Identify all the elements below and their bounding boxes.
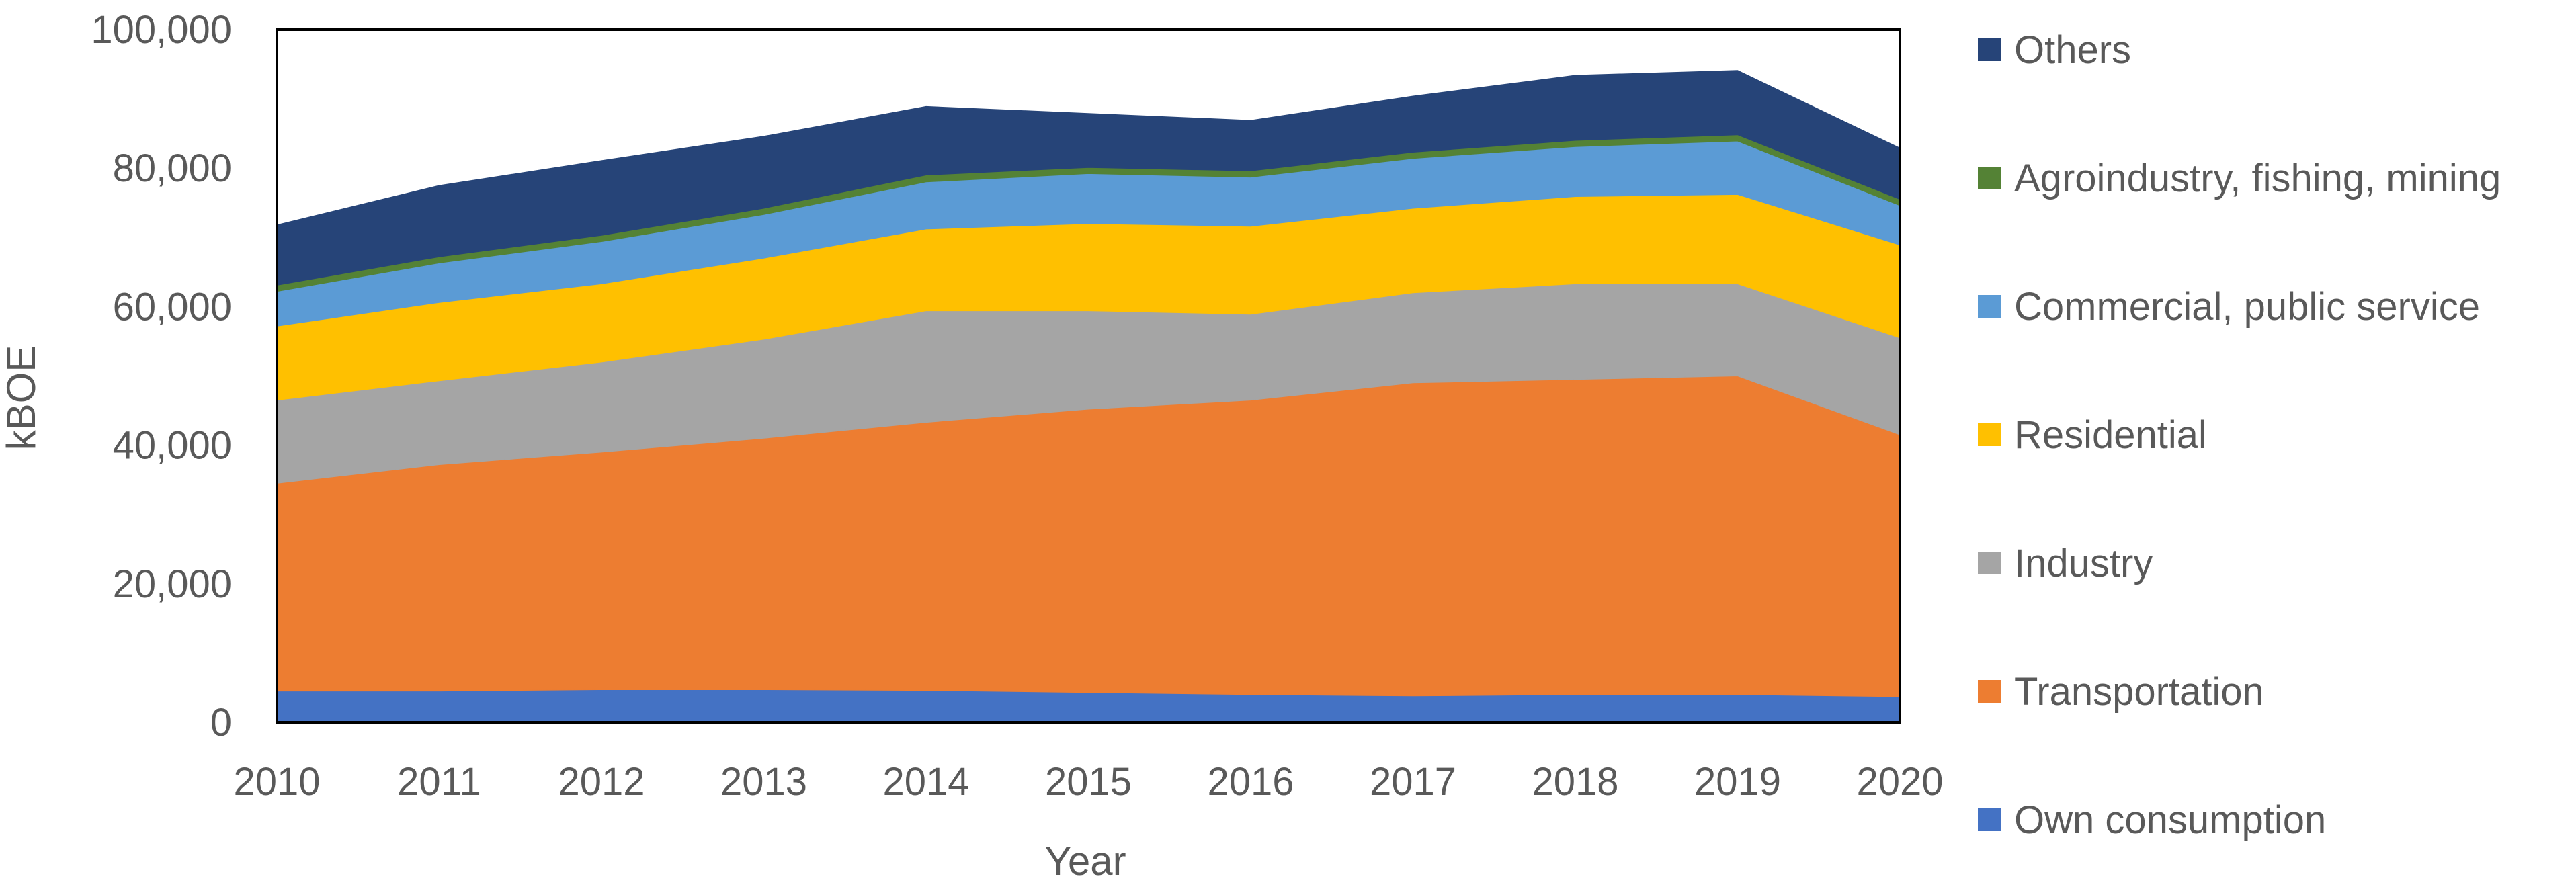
plot-area-border bbox=[276, 28, 1901, 724]
x-axis-ticks: 2010 2011 2012 2013 2014 2015 2016 2017 2018 2019… bbox=[233, 760, 1943, 804]
y-tick-label: 20,000 bbox=[113, 562, 232, 606]
legend-swatch bbox=[1978, 38, 2001, 61]
y-tick-label: 60,000 bbox=[113, 285, 232, 329]
x-tick-label: 2010 bbox=[233, 760, 320, 804]
legend-label: Commercial, public service bbox=[2014, 285, 2480, 329]
y-tick-label: 0 bbox=[210, 701, 232, 744]
x-tick-label: 2017 bbox=[1370, 760, 1456, 804]
legend-label: Industry bbox=[2014, 542, 2153, 585]
legend-label: Agroindustry, fishing, mining bbox=[2014, 157, 2501, 200]
legend-label: Others bbox=[2014, 28, 2131, 72]
legend-swatch bbox=[1978, 167, 2001, 189]
y-tick-label: 80,000 bbox=[113, 146, 232, 190]
y-axis-ticks: 0 20,000 40,000 60,000 80,000 100,000 bbox=[91, 8, 232, 744]
area-series-group bbox=[276, 70, 1901, 723]
x-tick-label: 2012 bbox=[558, 760, 645, 804]
legend-label: Own consumption bbox=[2014, 798, 2326, 842]
x-tick-label: 2020 bbox=[1856, 760, 1943, 804]
x-tick-label: 2014 bbox=[882, 760, 969, 804]
legend-swatch bbox=[1978, 295, 2001, 318]
legend-swatch bbox=[1978, 552, 2001, 574]
legend-swatch bbox=[1978, 680, 2001, 703]
y-axis-title: kBOE bbox=[0, 345, 44, 451]
legend-label: Residential bbox=[2014, 413, 2207, 457]
x-tick-label: 2016 bbox=[1207, 760, 1294, 804]
legend-swatch bbox=[1978, 808, 2001, 831]
x-tick-label: 2018 bbox=[1532, 760, 1618, 804]
x-tick-label: 2013 bbox=[720, 760, 807, 804]
x-tick-label: 2019 bbox=[1694, 760, 1781, 804]
legend-swatch bbox=[1978, 423, 2001, 446]
y-tick-label: 40,000 bbox=[113, 424, 232, 468]
x-tick-label: 2015 bbox=[1045, 760, 1132, 804]
x-tick-label: 2011 bbox=[397, 760, 481, 804]
x-axis-title: Year bbox=[1044, 839, 1126, 884]
y-tick-label: 100,000 bbox=[91, 8, 232, 52]
legend: Others Agroindustry, fishing, mining Comme… bbox=[1978, 28, 2501, 842]
legend-label: Transportation bbox=[2014, 670, 2264, 714]
